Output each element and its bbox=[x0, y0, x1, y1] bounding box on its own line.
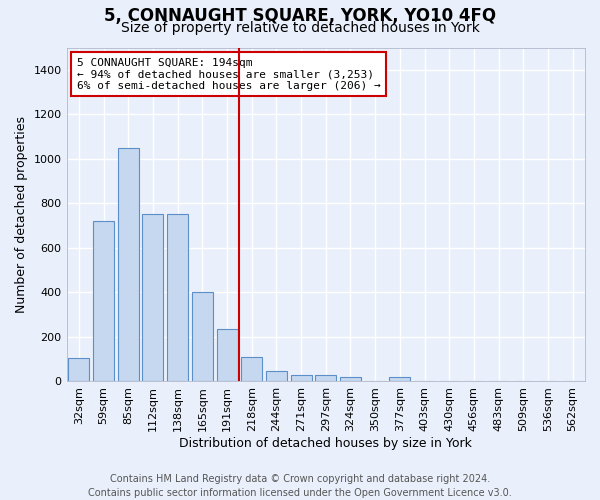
Y-axis label: Number of detached properties: Number of detached properties bbox=[15, 116, 28, 313]
Text: Size of property relative to detached houses in York: Size of property relative to detached ho… bbox=[121, 21, 479, 35]
Bar bbox=[93, 221, 114, 382]
Bar bbox=[340, 376, 361, 382]
Bar bbox=[192, 292, 213, 382]
Bar bbox=[389, 378, 410, 382]
Bar bbox=[241, 357, 262, 382]
Text: 5 CONNAUGHT SQUARE: 194sqm
← 94% of detached houses are smaller (3,253)
6% of se: 5 CONNAUGHT SQUARE: 194sqm ← 94% of deta… bbox=[77, 58, 380, 90]
Bar bbox=[266, 372, 287, 382]
Bar bbox=[315, 375, 336, 382]
Bar bbox=[290, 375, 311, 382]
Bar bbox=[68, 358, 89, 382]
Bar bbox=[217, 329, 238, 382]
Bar bbox=[167, 214, 188, 382]
Bar bbox=[142, 214, 163, 382]
Bar bbox=[118, 148, 139, 382]
X-axis label: Distribution of detached houses by size in York: Distribution of detached houses by size … bbox=[179, 437, 472, 450]
Text: Contains HM Land Registry data © Crown copyright and database right 2024.
Contai: Contains HM Land Registry data © Crown c… bbox=[88, 474, 512, 498]
Text: 5, CONNAUGHT SQUARE, YORK, YO10 4FQ: 5, CONNAUGHT SQUARE, YORK, YO10 4FQ bbox=[104, 8, 496, 26]
